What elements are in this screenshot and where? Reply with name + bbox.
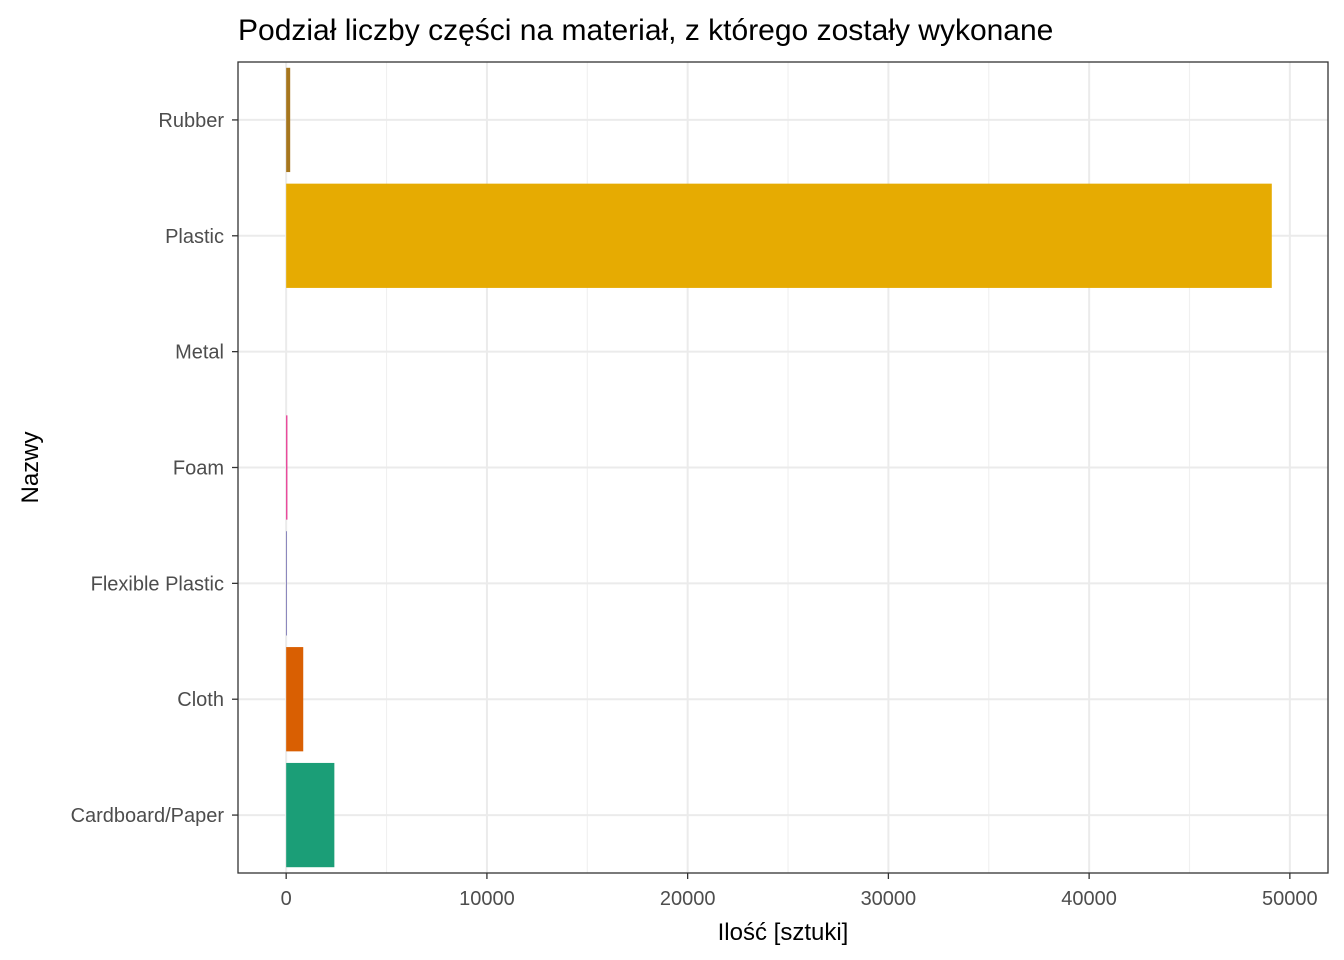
x-tick-label: 0 — [281, 888, 292, 910]
y-axis-title: Nazwy — [17, 431, 44, 503]
y-tick-label: Foam — [173, 458, 224, 480]
x-axis-title: Ilość [sztuki] — [718, 919, 849, 946]
plot-panel — [237, 61, 1329, 874]
x-tick-label: 10000 — [459, 888, 515, 910]
bar-foam — [286, 415, 288, 520]
chart-title: Podział liczby części na materiał, z któ… — [238, 14, 1053, 47]
x-axis: 0 10000 20000 30000 40000 50000 — [281, 873, 1318, 910]
y-tick-label: Flexible Plastic — [91, 573, 224, 595]
y-axis: Cardboard/Paper Cloth Flexible Plastic Foam… — [71, 110, 238, 827]
y-tick-label: Metal — [175, 342, 224, 364]
x-tick-label: 40000 — [1061, 888, 1117, 910]
y-tick-label: Rubber — [158, 110, 224, 132]
x-tick-label: 50000 — [1262, 888, 1318, 910]
x-tick-label: 30000 — [861, 888, 917, 910]
bar-cardboard-paper — [286, 762, 335, 868]
bar-rubber — [286, 67, 291, 173]
y-tick-label: Plastic — [165, 226, 224, 248]
bars — [286, 67, 1272, 868]
x-tick-label: 20000 — [660, 888, 716, 910]
bar-flexible-plastic — [286, 531, 287, 636]
y-tick-label: Cardboard/Paper — [71, 805, 225, 827]
bar-plastic — [286, 183, 1272, 288]
bar-cloth — [286, 647, 304, 752]
y-tick-label: Cloth — [177, 689, 224, 711]
